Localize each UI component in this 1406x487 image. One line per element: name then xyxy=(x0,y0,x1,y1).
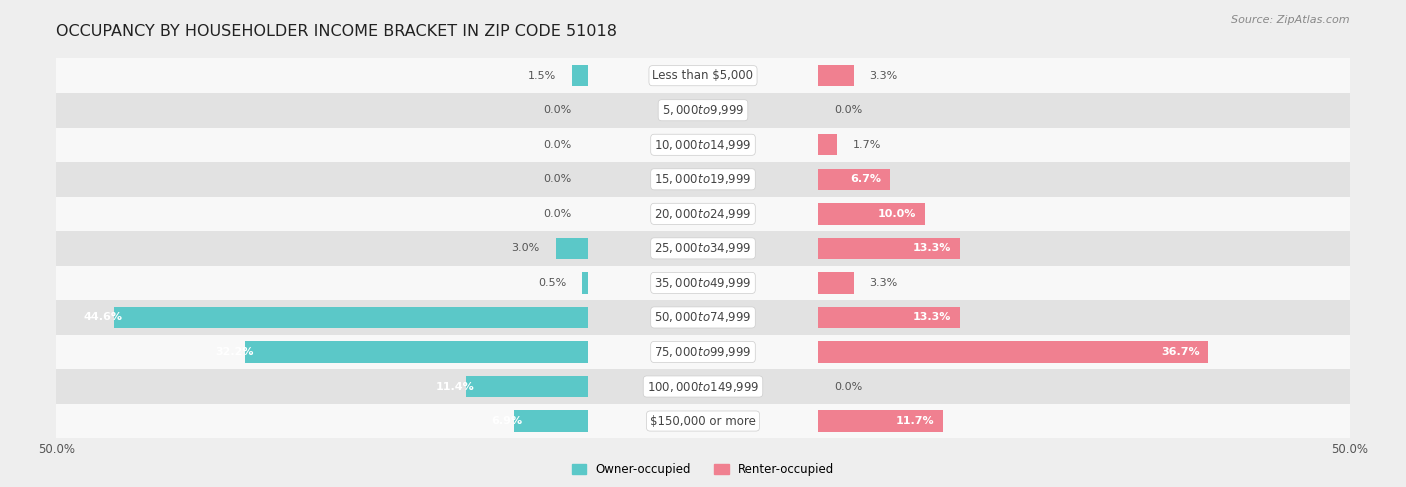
Text: $15,000 to $19,999: $15,000 to $19,999 xyxy=(654,172,752,187)
Text: Less than $5,000: Less than $5,000 xyxy=(652,69,754,82)
Bar xyxy=(572,65,588,86)
Bar xyxy=(0,265,1406,300)
Bar xyxy=(818,65,853,86)
Bar xyxy=(0,404,1406,438)
Bar xyxy=(818,134,837,155)
Text: OCCUPANCY BY HOUSEHOLDER INCOME BRACKET IN ZIP CODE 51018: OCCUPANCY BY HOUSEHOLDER INCOME BRACKET … xyxy=(56,24,617,39)
Bar xyxy=(0,369,1406,404)
Bar xyxy=(0,58,1406,93)
Text: $35,000 to $49,999: $35,000 to $49,999 xyxy=(654,276,752,290)
Text: 0.0%: 0.0% xyxy=(834,105,863,115)
Bar xyxy=(246,341,588,363)
Bar xyxy=(818,341,1208,363)
Bar xyxy=(0,335,1406,369)
Text: 0.0%: 0.0% xyxy=(543,174,572,184)
Bar xyxy=(114,307,588,328)
Text: 0.0%: 0.0% xyxy=(543,209,572,219)
Bar xyxy=(555,238,588,259)
Text: 3.0%: 3.0% xyxy=(512,244,540,253)
Bar xyxy=(0,93,1406,128)
Text: 6.9%: 6.9% xyxy=(492,416,523,426)
Bar xyxy=(0,369,1406,404)
Bar xyxy=(0,300,1406,335)
Bar xyxy=(0,162,1406,197)
Text: $50,000 to $74,999: $50,000 to $74,999 xyxy=(654,310,752,324)
Text: $25,000 to $34,999: $25,000 to $34,999 xyxy=(654,242,752,255)
Bar xyxy=(0,93,1406,128)
Text: 0.0%: 0.0% xyxy=(834,381,863,392)
Text: 13.3%: 13.3% xyxy=(912,313,952,322)
Bar xyxy=(0,197,1406,231)
Text: 11.7%: 11.7% xyxy=(896,416,935,426)
Text: $10,000 to $14,999: $10,000 to $14,999 xyxy=(654,138,752,152)
Bar xyxy=(818,169,890,190)
Bar xyxy=(818,307,960,328)
Bar xyxy=(582,272,588,294)
Bar xyxy=(0,58,1406,93)
Bar xyxy=(0,300,1406,335)
Bar xyxy=(818,272,853,294)
Text: 3.3%: 3.3% xyxy=(869,71,898,81)
Bar xyxy=(0,231,1406,265)
Bar xyxy=(818,238,960,259)
Text: $5,000 to $9,999: $5,000 to $9,999 xyxy=(662,103,744,117)
Text: 32.2%: 32.2% xyxy=(215,347,254,357)
Bar xyxy=(0,335,1406,369)
Bar xyxy=(818,203,925,225)
Bar xyxy=(0,300,1406,335)
Bar xyxy=(0,265,1406,300)
Text: 36.7%: 36.7% xyxy=(1161,347,1199,357)
Bar xyxy=(0,197,1406,231)
Text: 0.0%: 0.0% xyxy=(543,105,572,115)
Bar xyxy=(0,197,1406,231)
Text: $100,000 to $149,999: $100,000 to $149,999 xyxy=(647,379,759,393)
Bar xyxy=(0,162,1406,197)
Bar xyxy=(0,231,1406,265)
Text: $20,000 to $24,999: $20,000 to $24,999 xyxy=(654,207,752,221)
Bar xyxy=(0,162,1406,197)
Text: 1.5%: 1.5% xyxy=(527,71,555,81)
Bar xyxy=(467,376,588,397)
Bar xyxy=(0,128,1406,162)
Text: 0.0%: 0.0% xyxy=(543,140,572,150)
Bar xyxy=(0,128,1406,162)
Text: 3.3%: 3.3% xyxy=(869,278,898,288)
Legend: Owner-occupied, Renter-occupied: Owner-occupied, Renter-occupied xyxy=(567,459,839,481)
Text: 13.3%: 13.3% xyxy=(912,244,952,253)
Text: 11.4%: 11.4% xyxy=(436,381,475,392)
Text: $75,000 to $99,999: $75,000 to $99,999 xyxy=(654,345,752,359)
Bar xyxy=(0,369,1406,404)
Bar xyxy=(0,231,1406,265)
Bar xyxy=(0,404,1406,438)
Bar xyxy=(0,404,1406,438)
Bar xyxy=(515,411,588,432)
Bar xyxy=(0,128,1406,162)
Text: 1.7%: 1.7% xyxy=(852,140,882,150)
Bar xyxy=(818,411,943,432)
Bar xyxy=(0,265,1406,300)
Text: 10.0%: 10.0% xyxy=(877,209,917,219)
Bar xyxy=(0,58,1406,93)
Bar xyxy=(0,93,1406,128)
Text: $150,000 or more: $150,000 or more xyxy=(650,414,756,428)
Text: 44.6%: 44.6% xyxy=(83,313,122,322)
Text: 6.7%: 6.7% xyxy=(851,174,882,184)
Text: 0.5%: 0.5% xyxy=(538,278,567,288)
Bar xyxy=(0,335,1406,369)
Text: Source: ZipAtlas.com: Source: ZipAtlas.com xyxy=(1232,15,1350,25)
